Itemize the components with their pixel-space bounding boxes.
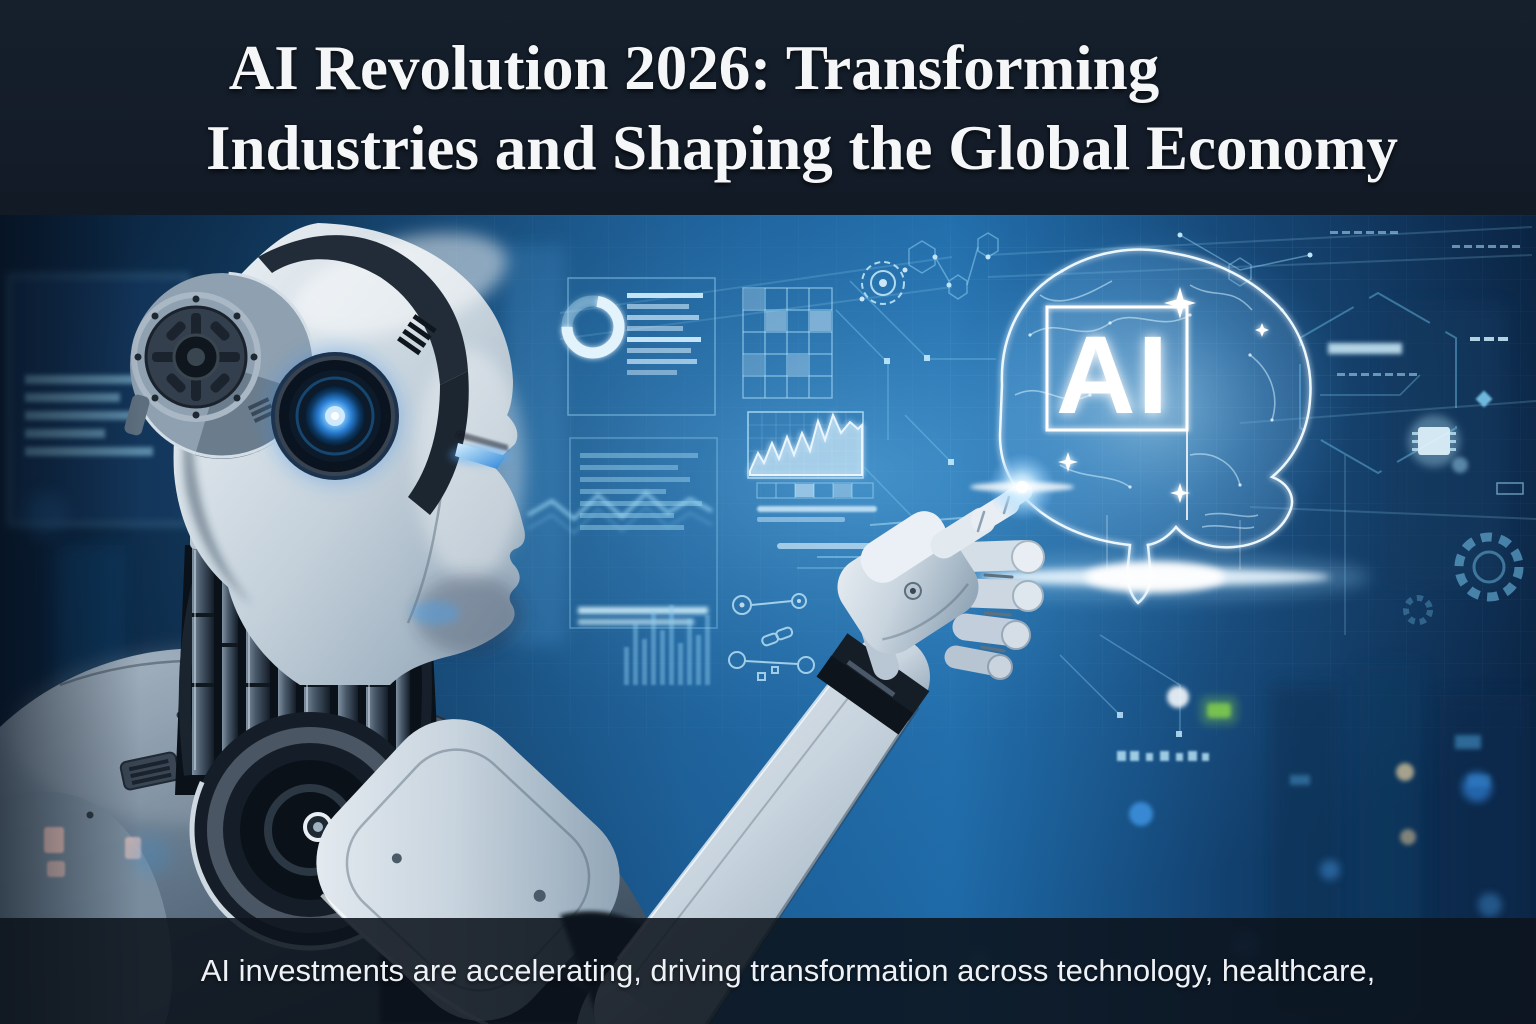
circuit-nodes [728,593,815,681]
gear-icon [1403,532,1524,625]
grid-table-cells [744,289,831,375]
caption-text: AI investments are accelerating, driving… [200,953,1376,988]
sparkles [1058,287,1269,503]
histogram-bars [624,605,710,685]
ai-brain-label: AI [1056,314,1170,437]
robot-eye-lens [265,346,405,486]
robot-face [411,431,510,625]
page-title-line-2: Industries and Shaping the Global Econom… [205,112,1399,183]
data-dashes [1117,751,1209,761]
robot-hand [837,481,1045,680]
hexagon-network-icon [908,232,999,300]
text-rows [627,293,703,375]
lower-circuits [1059,634,1182,737]
area-chart [747,411,864,479]
text-panel [569,437,718,629]
brain-hologram: AI [940,225,1370,605]
light-streak [940,553,1370,601]
caption-overlay: AI investments are accelerating, driving… [0,918,1536,1024]
text-rows-2 [580,453,702,530]
title-banner: AI Revolution 2026: Transforming Industr… [0,0,1536,215]
page-title-line-1: AI Revolution 2026: Transforming [228,32,1160,103]
curled-fingers [944,540,1045,680]
donut-chart-icon [561,295,625,359]
progress-bars [757,506,943,550]
robot-eye [455,443,506,469]
cells-row [756,482,874,499]
chip-icon [1408,415,1460,467]
ai-label-frame [1045,305,1189,432]
grid-table [742,287,833,399]
light-effects [0,215,1502,1024]
robot-head [124,223,525,685]
helmet-band [258,235,469,515]
wave-line-chart [527,490,713,535]
target-ring-icon [859,261,908,305]
fingertip-glow [970,453,1074,521]
robot-ai-illustration: AI [0,215,1536,1024]
